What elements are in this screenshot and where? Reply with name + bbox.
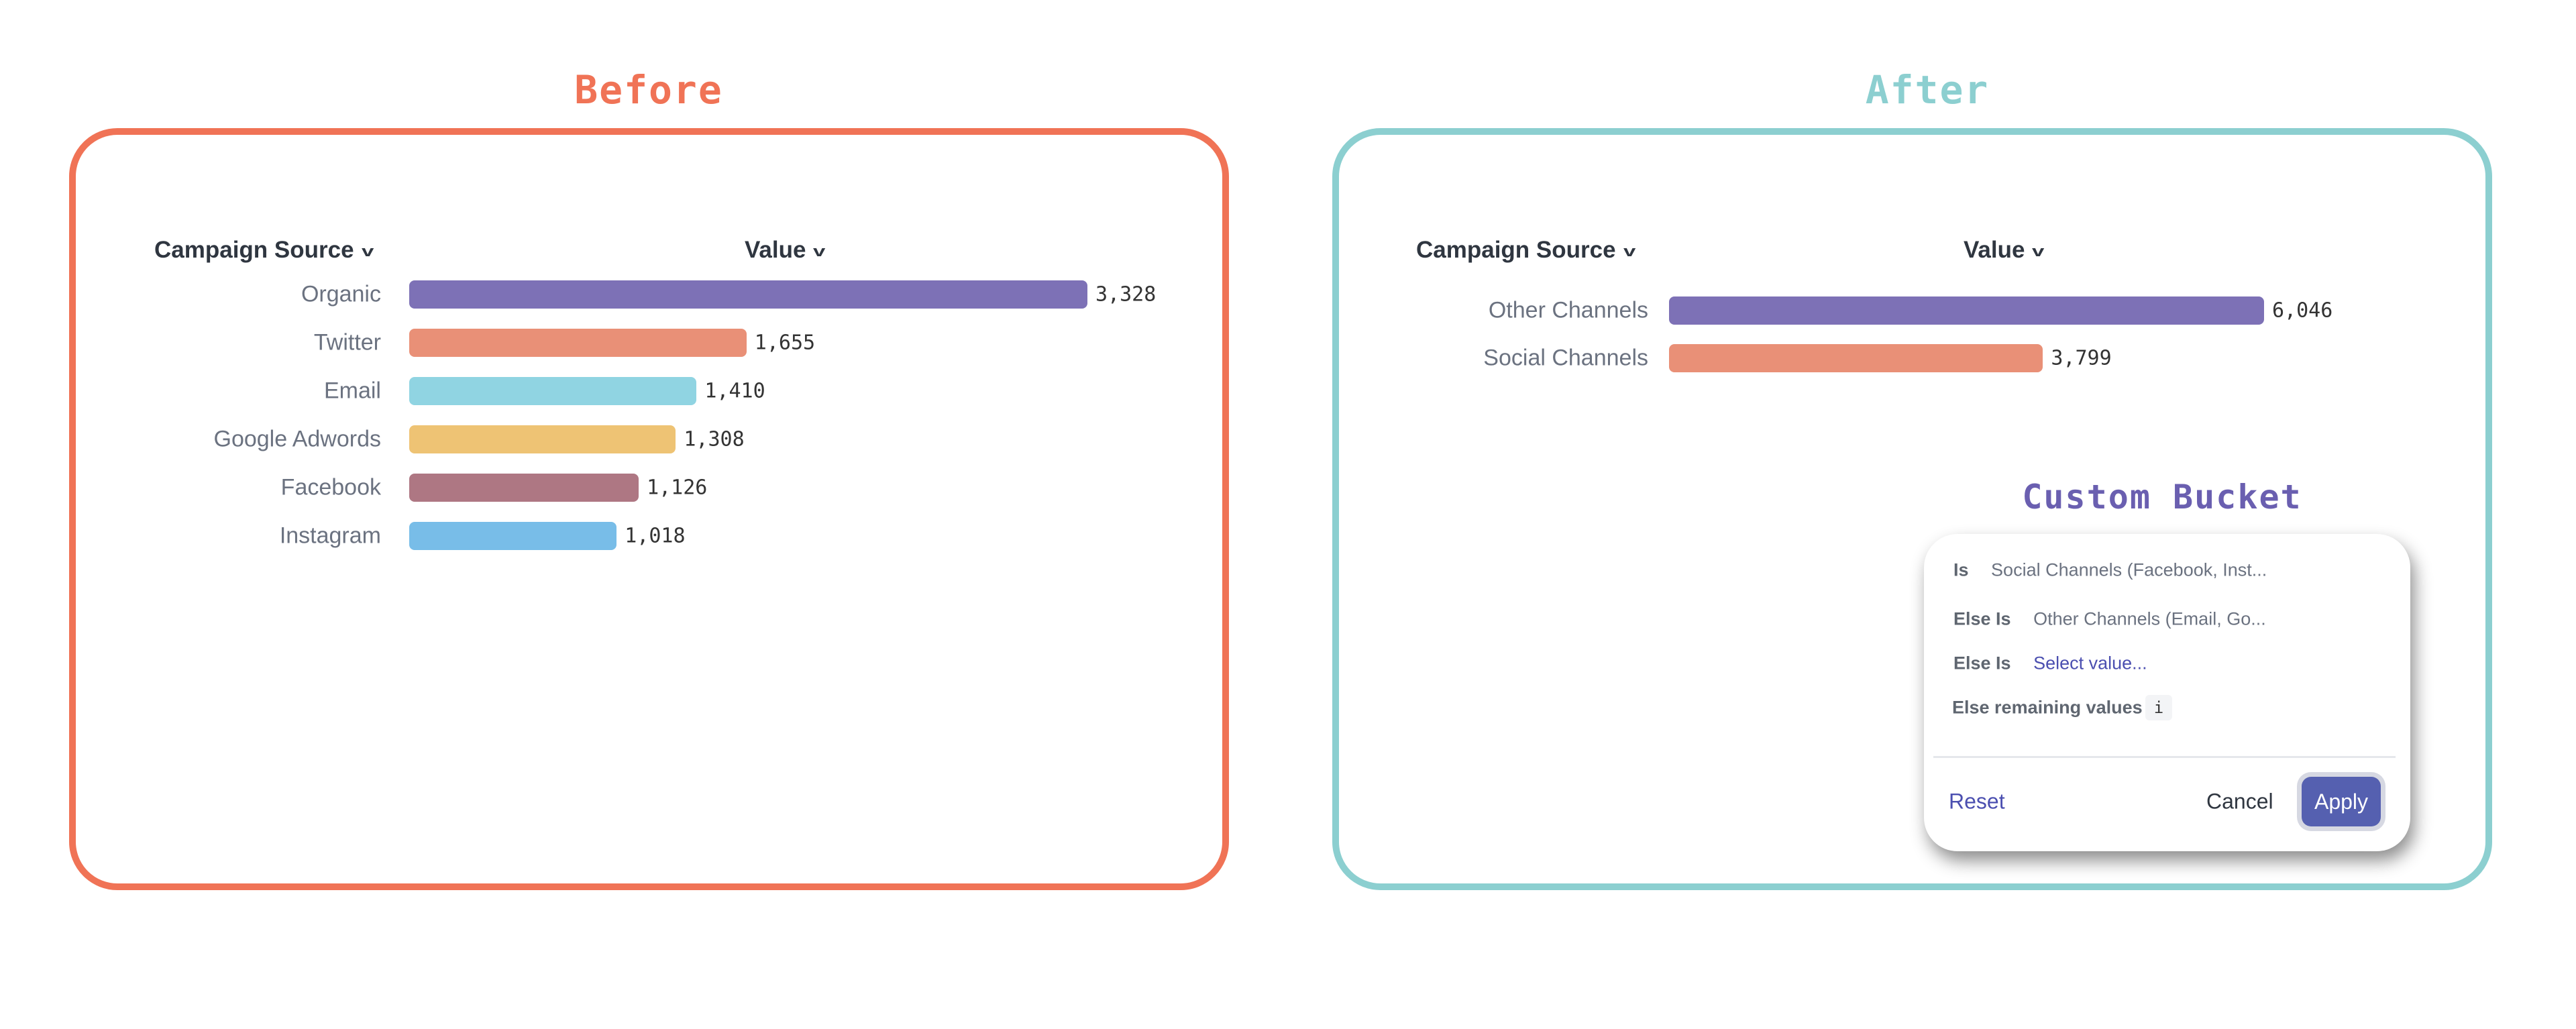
apply-button[interactable]: Apply <box>2302 777 2381 826</box>
info-icon[interactable]: i <box>2145 695 2172 720</box>
value-dropdown[interactable]: Value v <box>745 237 826 264</box>
value-label: 3,328 <box>1095 282 1157 307</box>
bar[interactable] <box>409 474 639 502</box>
bar[interactable] <box>1669 344 2043 372</box>
value-label: 1,126 <box>647 476 708 500</box>
bucket-row-1[interactable]: Is Social Channels (Facebook, Inst... <box>1953 560 2267 581</box>
bar[interactable] <box>409 377 697 405</box>
reset-button[interactable]: Reset <box>1949 789 2005 814</box>
cancel-button[interactable]: Cancel <box>2206 789 2273 814</box>
divider <box>1933 756 2396 758</box>
bar[interactable] <box>409 522 617 550</box>
value-label: 1,308 <box>684 427 745 451</box>
bucket-row-2[interactable]: Else Is Other Channels (Email, Go... <box>1953 609 2266 630</box>
select-value-link[interactable]: Select value... <box>2033 653 2147 673</box>
value-dropdown[interactable]: Value v <box>1964 237 2045 264</box>
chevron-down-icon: v <box>361 242 374 260</box>
before-title: Before <box>574 67 723 113</box>
category-label: Social Channels <box>1483 345 1648 371</box>
category-label: Email <box>323 378 381 404</box>
value-label: 1,018 <box>625 524 686 548</box>
bucket-row-value[interactable]: Other Channels (Email, Go... <box>2033 608 2266 629</box>
value-label: 1,410 <box>704 379 765 403</box>
category-label: Twitter <box>313 329 381 356</box>
campaign-source-dropdown-label: Campaign Source <box>154 237 354 263</box>
after-panel: Campaign Source v Value v Other Channels 6,04… <box>1332 128 2492 890</box>
value-label: 3,799 <box>2051 346 2112 370</box>
bucket-row-label: Is <box>1953 559 1969 580</box>
value-label: 1,655 <box>754 331 816 355</box>
category-label: Other Channels <box>1488 297 1648 323</box>
bar[interactable] <box>409 425 676 453</box>
custom-bucket-title: Custom Bucket <box>2022 478 2302 517</box>
bar[interactable] <box>1669 296 2264 325</box>
campaign-source-dropdown[interactable]: Campaign Source v <box>154 237 374 264</box>
campaign-source-dropdown[interactable]: Campaign Source v <box>1416 237 1635 264</box>
else-remaining-label: Else remaining values <box>1952 697 2143 718</box>
campaign-source-dropdown-label: Campaign Source <box>1416 237 1616 263</box>
before-panel: Campaign Source v Value v Organic 3,328 Twitte… <box>69 128 1229 890</box>
value-label: 6,046 <box>2272 299 2333 323</box>
custom-bucket-popup: Is Social Channels (Facebook, Inst... El… <box>1924 534 2410 851</box>
category-label: Instagram <box>279 523 381 549</box>
chevron-down-icon: v <box>2032 242 2045 260</box>
bucket-row-label: Else Is <box>1953 608 2011 629</box>
bar[interactable] <box>409 280 1087 309</box>
category-label: Facebook <box>280 474 381 500</box>
category-label: Organic <box>301 281 381 307</box>
after-title: After <box>1865 67 1990 113</box>
bucket-row-label: Else Is <box>1953 653 2011 673</box>
value-dropdown-label: Value <box>1964 237 2025 263</box>
bucket-row-value[interactable]: Social Channels (Facebook, Inst... <box>1991 559 2267 580</box>
bar[interactable] <box>409 329 747 357</box>
chevron-down-icon: v <box>813 242 826 260</box>
bucket-row-3[interactable]: Else Is Select value... <box>1953 653 2147 674</box>
chevron-down-icon: v <box>1623 242 1635 260</box>
category-label: Google Adwords <box>213 426 382 452</box>
value-dropdown-label: Value <box>745 237 806 263</box>
